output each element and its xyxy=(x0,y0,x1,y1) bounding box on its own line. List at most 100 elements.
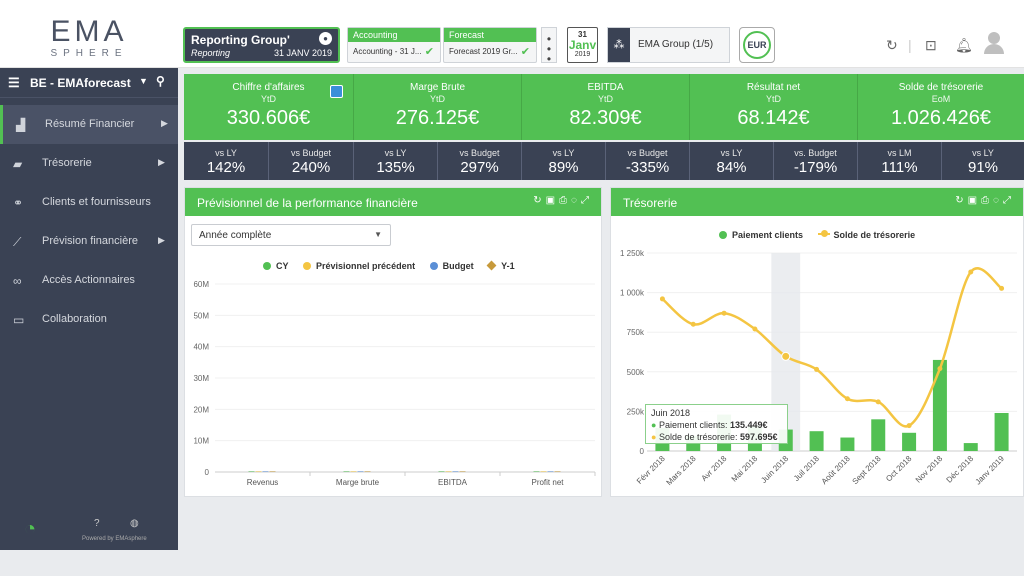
reporting-subtitle: Reporting xyxy=(191,48,231,58)
legend-item[interactable]: Y-1 xyxy=(486,260,515,271)
bar xyxy=(547,471,554,472)
help-icon[interactable]: ? xyxy=(94,518,100,529)
kpi-marge-brute[interactable]: Marge Brute YtD 276.125€ xyxy=(354,74,522,140)
eye-icon[interactable]: ● xyxy=(319,32,332,45)
period-calendar[interactable]: 31 Janv 2019 xyxy=(567,27,598,63)
search-icon[interactable]: ⚲ xyxy=(156,74,165,88)
refresh-icon[interactable]: ↻ xyxy=(955,195,968,206)
group-selector[interactable]: ⁂ EMA Group (1/5) xyxy=(607,27,730,63)
forecast-value: Forecast 2019 Gr... xyxy=(449,47,518,56)
performance-panel: Prévisionnel de la performance financièr… xyxy=(184,187,602,497)
comparison-label: vs LY xyxy=(552,148,575,158)
menu-icon[interactable]: ☰ xyxy=(8,75,20,90)
kpi-title: Marge Brute xyxy=(409,82,466,93)
user-avatar[interactable] xyxy=(984,32,1004,54)
sidebar-item-prevision-financiere[interactable]: ⟋ Prévision financière ▶ xyxy=(0,222,178,261)
forecast-title: Forecast xyxy=(444,28,536,42)
refresh-icon[interactable]: ↻ xyxy=(533,195,546,206)
divider: | xyxy=(908,37,912,53)
line-point xyxy=(690,321,696,327)
kpi-solde-tresorerie[interactable]: Solde de trésorerie EoM 1.026.426€ xyxy=(858,74,1024,140)
period-dropdown[interactable]: Année complète ▼ xyxy=(191,224,391,246)
kpi-comparison: vs LM 111% xyxy=(858,142,942,180)
chart-legend: Paiement clients Solde de trésorerie xyxy=(719,230,927,240)
image-icon[interactable]: ▣ xyxy=(545,195,560,206)
sidebar-item-acces-actionnaires[interactable]: ∞ Accès Actionnaires xyxy=(0,261,178,300)
performance-chart: 0 10M 20M 30M 40M 50M 60M Revenus Marge brute EBI… xyxy=(193,280,596,487)
line-point xyxy=(906,423,912,429)
print-icon[interactable]: ⎙ xyxy=(559,195,572,206)
print-icon[interactable]: ⎙ xyxy=(981,195,994,206)
legend-label: Budget xyxy=(442,261,474,271)
binoculars-icon: ∞ xyxy=(13,274,22,288)
legend-item[interactable]: Paiement clients xyxy=(719,230,803,240)
line-point xyxy=(937,366,943,372)
x-tick-label: Nov 2018 xyxy=(914,454,945,485)
x-tick-label: Juil 2018 xyxy=(792,454,821,483)
emasphere-logo[interactable]: EMA SPHERE xyxy=(44,17,134,60)
kpi-checkbox[interactable] xyxy=(330,85,343,98)
presentation-icon[interactable]: ⊡ xyxy=(925,37,937,53)
legend-item[interactable]: CY xyxy=(263,261,289,271)
comparison-value: 84% xyxy=(716,159,747,176)
caret-down-icon[interactable]: ▼ xyxy=(139,76,148,86)
bell-icon[interactable]: 🔔︎ xyxy=(955,37,973,53)
bar xyxy=(364,471,371,472)
legend-label: CY xyxy=(276,261,289,271)
reporting-group-selector[interactable]: Reporting Group' ● Reporting 31 JANV 201… xyxy=(183,27,340,63)
x-tick-label: Sept 2018 xyxy=(851,454,884,487)
kpi-ebitda[interactable]: EBITDA YtD 82.309€ xyxy=(522,74,690,140)
tooltip-value-2: 597.695€ xyxy=(740,432,778,442)
accounting-selector[interactable]: Accounting Accounting - 31 J... ✔ xyxy=(347,27,441,63)
line-chart-icon: ⟋ xyxy=(13,235,22,249)
currency-selector[interactable]: EUR xyxy=(739,27,775,63)
expand-icon[interactable]: ⤢ xyxy=(1003,195,1015,206)
bar xyxy=(357,471,364,472)
line-point xyxy=(875,399,881,405)
line-point xyxy=(752,326,758,332)
comment-icon[interactable]: ◌ xyxy=(571,195,581,206)
tooltip-label-2: Solde de trésorerie: xyxy=(658,432,738,442)
comparison-value: 297% xyxy=(460,159,499,176)
hierarchy-icon: ⁂ xyxy=(608,28,630,62)
x-tick-label: Avr 2018 xyxy=(700,454,729,483)
kpi-resultat-net[interactable]: Résultat net YtD 68.142€ xyxy=(690,74,858,140)
globe-icon[interactable]: ◍ xyxy=(130,518,139,529)
sidebar-item-resume-financier[interactable]: ▟ Résumé Financier ▶ xyxy=(0,105,178,144)
kpi-title: Solde de trésorerie xyxy=(898,82,984,93)
panel-header: Prévisionnel de la performance financièr… xyxy=(185,188,601,216)
sidebar-footer: ◔ ? ◍ Powered by EMAsphere xyxy=(0,514,178,550)
image-icon[interactable]: ▣ xyxy=(967,195,982,206)
entity-selector[interactable]: ☰ BE - EMAforecast ▼ ⚲ xyxy=(0,68,178,98)
panel-tools: ↻▣⎙◌⤢ xyxy=(533,195,593,206)
kpi-period: EoM xyxy=(931,94,951,104)
forecast-selector[interactable]: Forecast Forecast 2019 Gr... ✔ xyxy=(443,27,537,63)
refresh-icon[interactable]: ↻ xyxy=(886,37,898,53)
kpi-comparison: vs LY 135% xyxy=(354,142,438,180)
comment-icon[interactable]: ◌ xyxy=(993,195,1003,206)
comparison-value: -179% xyxy=(793,159,838,176)
legend-item[interactable]: Budget xyxy=(429,261,474,271)
comparison-value: 142% xyxy=(206,159,246,176)
bar xyxy=(533,471,540,472)
kpi-value: 330.606€ xyxy=(226,107,311,129)
kpi-title: Chiffre d'affaires xyxy=(232,82,305,93)
kpi-chiffre-affaires[interactable]: Chiffre d'affaires YtD 330.606€ xyxy=(184,74,354,140)
bar xyxy=(343,471,350,472)
bar xyxy=(540,471,547,472)
legend-item[interactable]: Prévisionnel précédent xyxy=(303,261,415,271)
kpi-title: Résultat net xyxy=(746,82,801,93)
sidebar-item-clients-fournisseurs[interactable]: ⚭ Clients et fournisseurs xyxy=(0,183,178,222)
calendar-month: Janv xyxy=(568,38,597,52)
comparison-label: vs Budget xyxy=(290,148,332,158)
bar xyxy=(840,437,855,451)
x-tick-label: Févr 2018 xyxy=(635,454,667,486)
expand-icon[interactable]: ⤢ xyxy=(581,195,593,206)
legend-item[interactable]: Solde de trésorerie xyxy=(817,230,915,240)
more-options-icon[interactable]: • • • xyxy=(541,27,557,65)
sidebar-item-collaboration[interactable]: ▭ Collaboration xyxy=(0,300,178,339)
sidebar-item-label: Clients et fournisseurs xyxy=(42,196,151,208)
bar xyxy=(248,471,255,472)
sidebar-item-tresorerie[interactable]: ▰ Trésorerie ▶ xyxy=(0,144,178,183)
